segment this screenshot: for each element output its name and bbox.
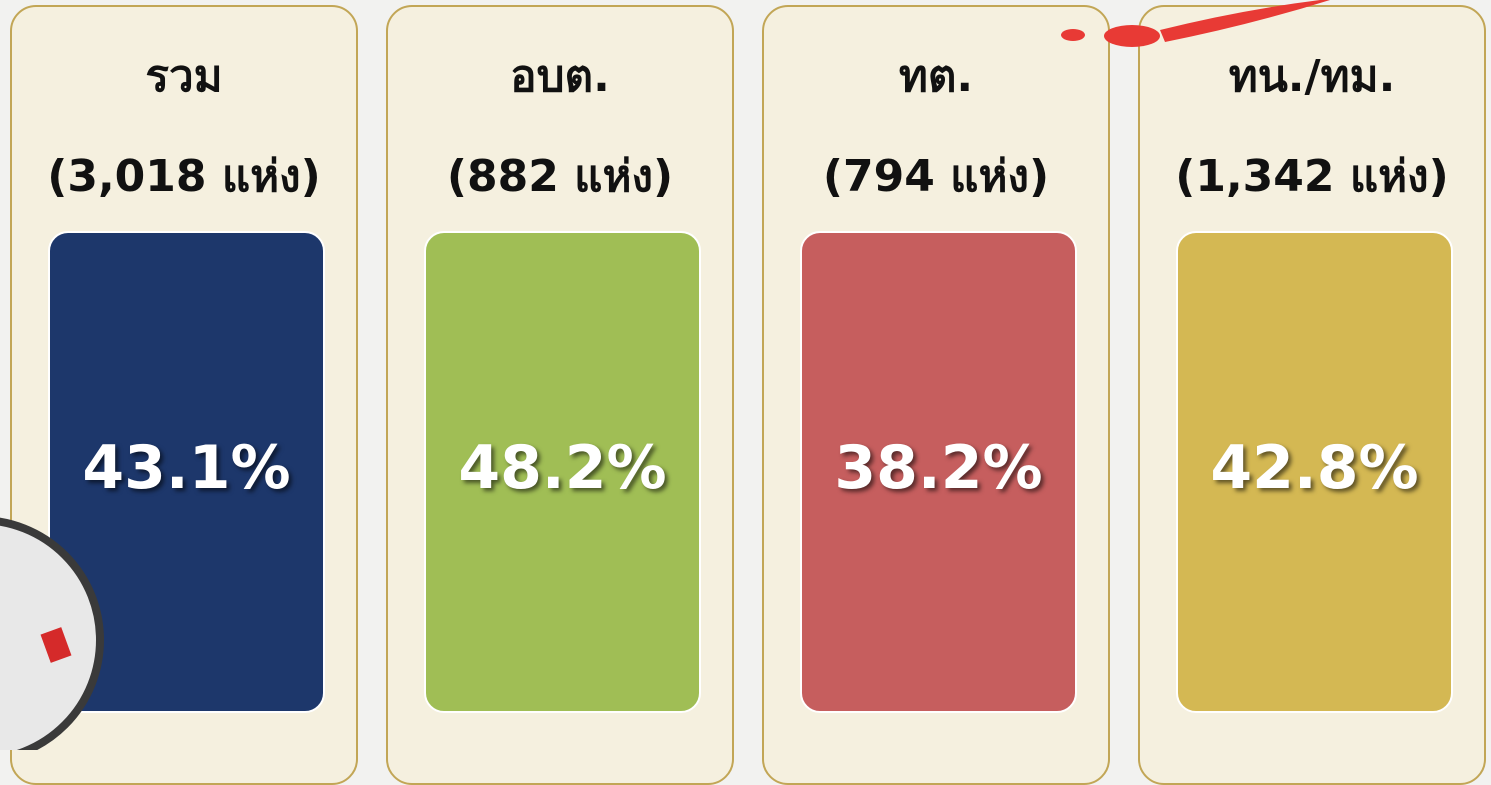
card-title: ทต. <box>898 51 974 102</box>
value-box: 43.1% <box>48 231 325 713</box>
value-label: 48.2% <box>458 433 667 503</box>
value-label: 38.2% <box>834 433 1043 503</box>
card-subtitle: (882 แห่ง) <box>446 151 674 202</box>
value-box: 48.2% <box>424 231 701 713</box>
card: รวม (3,018 แห่ง) 43.1% <box>10 5 358 785</box>
card-title: รวม <box>145 51 223 102</box>
card-subtitle: (1,342 แห่ง) <box>1175 151 1449 202</box>
card-subtitle: (3,018 แห่ง) <box>47 151 321 202</box>
card-subtitle: (794 แห่ง) <box>822 151 1050 202</box>
card-title: อบต. <box>510 51 610 102</box>
card: อบต. (882 แห่ง) 48.2% <box>386 5 734 785</box>
value-label: 42.8% <box>1210 433 1419 503</box>
card: ทต. (794 แห่ง) 38.2% <box>762 5 1110 785</box>
card-title: ทน./ทม. <box>1228 51 1396 102</box>
value-box: 38.2% <box>800 231 1077 713</box>
card: ทน./ทม. (1,342 แห่ง) 42.8% <box>1138 5 1486 785</box>
value-label: 43.1% <box>82 433 291 503</box>
value-box: 42.8% <box>1176 231 1453 713</box>
